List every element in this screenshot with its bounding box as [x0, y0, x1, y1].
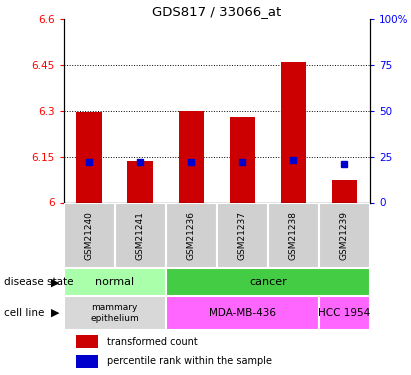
Bar — [166, 202, 217, 268]
Bar — [281, 62, 306, 202]
Bar — [319, 296, 370, 330]
Bar — [268, 202, 319, 268]
Bar — [319, 202, 370, 268]
Bar — [64, 296, 166, 330]
Text: ▶: ▶ — [51, 308, 60, 318]
Text: GSM21236: GSM21236 — [187, 211, 196, 260]
Bar — [166, 268, 370, 296]
Text: cell line: cell line — [4, 308, 44, 318]
Bar — [166, 296, 319, 330]
Bar — [332, 180, 357, 203]
Text: GSM21241: GSM21241 — [136, 211, 145, 260]
Text: mammary
epithelium: mammary epithelium — [90, 303, 139, 323]
Bar — [64, 268, 166, 296]
Text: GSM21238: GSM21238 — [289, 211, 298, 260]
Bar — [115, 202, 166, 268]
Text: GSM21239: GSM21239 — [340, 211, 349, 260]
Bar — [178, 111, 204, 202]
Text: normal: normal — [95, 277, 134, 287]
Text: ▶: ▶ — [51, 277, 60, 287]
Text: transformed count: transformed count — [107, 337, 198, 346]
Bar — [230, 117, 255, 202]
Bar — [76, 335, 98, 348]
Bar — [76, 112, 102, 202]
Bar — [64, 202, 115, 268]
Title: GDS817 / 33066_at: GDS817 / 33066_at — [152, 4, 282, 18]
Bar — [217, 202, 268, 268]
Bar — [76, 355, 98, 368]
Bar — [127, 161, 153, 202]
Text: GSM21240: GSM21240 — [85, 211, 94, 260]
Text: GSM21237: GSM21237 — [238, 211, 247, 260]
Text: HCC 1954: HCC 1954 — [318, 308, 370, 318]
Text: percentile rank within the sample: percentile rank within the sample — [107, 357, 272, 366]
Text: MDA-MB-436: MDA-MB-436 — [209, 308, 276, 318]
Text: cancer: cancer — [249, 277, 287, 287]
Text: disease state: disease state — [4, 277, 74, 287]
